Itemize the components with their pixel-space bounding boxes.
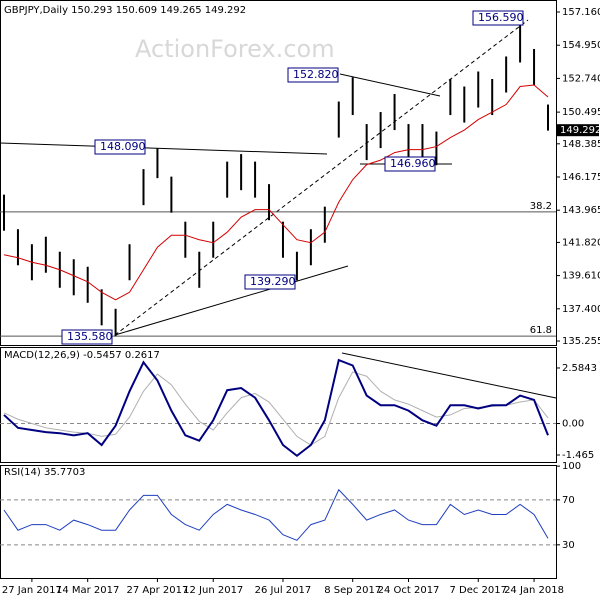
chart-title: GBPJPY,Daily 150.293 150.609 149.265 149… [4, 5, 246, 16]
annotation: 139.290 [250, 275, 296, 288]
y-tick-label: 141.820 [562, 237, 600, 248]
trend-line [114, 265, 349, 336]
y-tick-label: 135.255 [562, 336, 600, 347]
annotation-box [384, 156, 436, 172]
macd-trend-line [341, 352, 557, 399]
y-tick-label: -1.465 [562, 450, 594, 461]
y-tick-label: 30 [562, 540, 575, 551]
x-tick-label: 7 Dec 2017 [449, 585, 507, 596]
y-tick-label: 143.965 [562, 205, 600, 216]
annotation: 135.580 [67, 330, 113, 343]
fib-label: 38.2 [530, 201, 552, 212]
y-tick-label: 0.00 [562, 419, 584, 430]
annotation: 148.090 [100, 140, 146, 153]
annotation-box [244, 274, 296, 290]
channel-line [114, 19, 529, 336]
x-tick-label: 24 Jan 2018 [504, 585, 564, 596]
annotation-box [472, 10, 524, 26]
fib-label: 61.8 [530, 325, 552, 336]
y-tick-label: 100 [562, 461, 581, 472]
y-tick-label: 152.740 [562, 73, 600, 84]
macd-line [3, 358, 549, 458]
x-tick-label: 12 Jun 2017 [183, 585, 243, 596]
annotation-box [287, 67, 339, 83]
x-tick-label: 27 Apr 2017 [127, 585, 189, 596]
y-tick-label: 70 [562, 495, 575, 506]
last-price-label: 149.292 [560, 125, 600, 136]
macd-signal [3, 371, 549, 446]
y-tick-label: 137.400 [562, 304, 600, 315]
x-tick-label: 26 Jul 2017 [255, 585, 312, 596]
trend-line [339, 73, 441, 97]
x-tick-label: 27 Jan 2017 [2, 585, 62, 596]
rsi-title: RSI(14) 35.7703 [4, 467, 85, 478]
rsi-line [3, 488, 549, 541]
annotation-box [61, 329, 113, 345]
y-tick-label: 2.5843 [562, 363, 597, 374]
x-tick-label: 8 Sep 2017 [324, 585, 381, 596]
last-price-box [557, 124, 599, 137]
y-tick-label: 146.175 [562, 172, 600, 183]
moving-average [3, 84, 549, 301]
y-tick-label: 139.610 [562, 271, 600, 282]
annotation: 156.590 [478, 11, 524, 24]
y-tick-label: 154.950 [562, 40, 600, 51]
panel-frame [0, 347, 557, 463]
macd-title: MACD(12,26,9) -0.5457 0.2617 [4, 350, 160, 361]
y-tick-label: 157.160 [562, 7, 600, 18]
panel-frame [0, 465, 557, 579]
panel-frame [0, 0, 557, 346]
x-tick-label: 14 Mar 2017 [56, 585, 119, 596]
x-tick-label: 24 Oct 2017 [378, 585, 440, 596]
trend-line [0, 142, 328, 155]
annotation-box [94, 139, 146, 155]
annotation: 152.820 [293, 68, 339, 81]
y-tick-label: 150.495 [562, 107, 600, 118]
watermark: ActionForex.com [135, 35, 335, 63]
y-tick-label: 148.385 [562, 139, 600, 150]
annotation: 146.960 [390, 157, 436, 170]
